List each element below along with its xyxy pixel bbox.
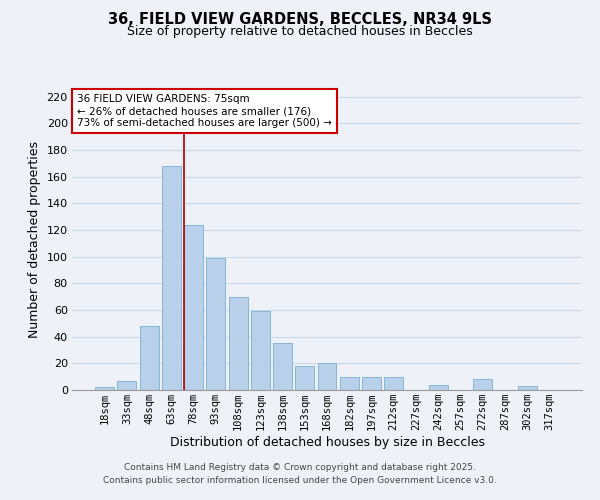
Bar: [162, 166, 181, 390]
Bar: [206, 258, 225, 390]
Bar: [295, 366, 314, 390]
Bar: [317, 364, 337, 390]
Bar: [384, 376, 403, 390]
Bar: [340, 376, 359, 390]
Text: 36, FIELD VIEW GARDENS, BECCLES, NR34 9LS: 36, FIELD VIEW GARDENS, BECCLES, NR34 9L…: [108, 12, 492, 28]
Bar: [95, 388, 114, 390]
Bar: [140, 326, 158, 390]
Bar: [184, 224, 203, 390]
Bar: [473, 380, 492, 390]
Text: Size of property relative to detached houses in Beccles: Size of property relative to detached ho…: [127, 25, 473, 38]
Text: 36 FIELD VIEW GARDENS: 75sqm
← 26% of detached houses are smaller (176)
73% of s: 36 FIELD VIEW GARDENS: 75sqm ← 26% of de…: [77, 94, 332, 128]
Bar: [251, 312, 270, 390]
Y-axis label: Number of detached properties: Number of detached properties: [28, 142, 41, 338]
Bar: [273, 344, 292, 390]
X-axis label: Distribution of detached houses by size in Beccles: Distribution of detached houses by size …: [170, 436, 485, 449]
Text: Contains HM Land Registry data © Crown copyright and database right 2025.: Contains HM Land Registry data © Crown c…: [124, 464, 476, 472]
Bar: [429, 384, 448, 390]
Bar: [229, 296, 248, 390]
Bar: [518, 386, 536, 390]
Text: Contains public sector information licensed under the Open Government Licence v3: Contains public sector information licen…: [103, 476, 497, 485]
Bar: [118, 380, 136, 390]
Bar: [362, 376, 381, 390]
